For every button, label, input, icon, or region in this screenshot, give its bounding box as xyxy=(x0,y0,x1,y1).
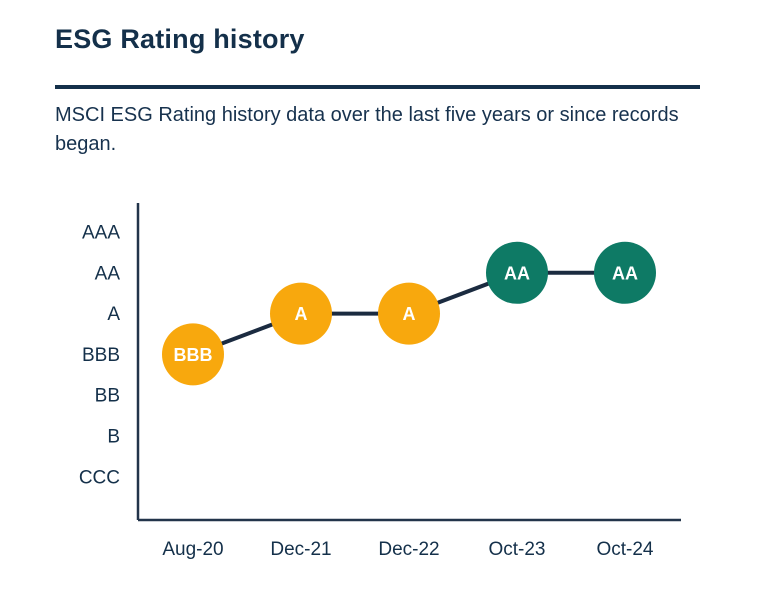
chart-point-label: AA xyxy=(504,263,530,283)
chart-point-label: A xyxy=(403,304,416,324)
y-axis-label: BBB xyxy=(82,345,120,366)
y-axis-label: AAA xyxy=(82,223,120,244)
y-axis-label: BB xyxy=(95,386,120,407)
x-axis-label: Oct-23 xyxy=(488,539,545,560)
title-divider xyxy=(55,85,700,89)
chart-point xyxy=(270,282,332,345)
chart-point-label: AA xyxy=(612,263,638,283)
chart-point xyxy=(594,241,656,304)
y-axis-label: A xyxy=(107,304,120,325)
x-axis-label: Dec-21 xyxy=(270,539,331,560)
esg-rating-chart: AAA AA A BBB BB B CCC Aug-20 Dec-21 Dec-22 Oct-23 O… xyxy=(0,185,779,597)
x-axis-label: Oct-24 xyxy=(596,539,653,560)
y-axis-label: B xyxy=(107,427,120,448)
chart-point xyxy=(378,282,440,345)
y-axis-label: AA xyxy=(95,263,121,284)
chart-point-label: A xyxy=(295,304,308,324)
chart-point-label: BBB xyxy=(174,345,213,365)
page-title: ESG Rating history xyxy=(55,24,305,54)
x-axis-label: Dec-22 xyxy=(378,539,439,560)
page-subtitle: MSCI ESG Rating history data over the la… xyxy=(55,104,679,155)
x-axis-label: Aug-20 xyxy=(162,539,223,560)
chart-point xyxy=(162,323,224,386)
y-axis-label: CCC xyxy=(79,467,120,488)
chart-point xyxy=(486,241,548,304)
